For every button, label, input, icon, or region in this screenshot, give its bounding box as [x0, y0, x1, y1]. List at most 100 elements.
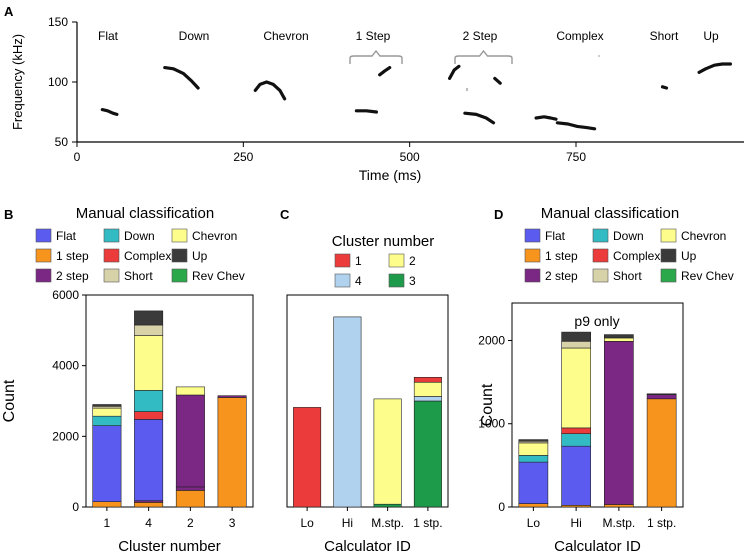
b-bar-2-1-step: [175, 490, 205, 508]
d-bar-lo-up: [518, 439, 549, 442]
a-call-2-step: [493, 76, 502, 85]
legend-c-entry-1: 1: [355, 254, 362, 268]
c-plot-frame: [286, 294, 449, 508]
a-call-chevron: [253, 80, 287, 101]
a-bracket: [454, 49, 513, 64]
legend-d-swatch-rev-chev: [660, 268, 677, 283]
b-bar-3-1-step: [217, 397, 247, 508]
a-call-label-chevron: Chevron: [263, 29, 308, 43]
panel-letter-a: A: [4, 4, 14, 19]
b-bar-4-complex: [134, 411, 164, 420]
panel-letter-c: C: [280, 207, 290, 222]
legend-b-entry-up: Up: [192, 249, 208, 263]
b-bar-1-1-step: [92, 501, 122, 508]
a-call-up: [697, 62, 732, 74]
legend-b-entry-2-step: 2 step: [56, 269, 89, 283]
legend-b-swatch-rev-chev: [171, 268, 188, 283]
legend-c-entry-2: 2: [409, 254, 416, 268]
b-bar-4-short: [134, 324, 164, 336]
d-annotation: p9 only: [574, 313, 619, 329]
a-call-complex: [534, 115, 558, 121]
b-y-tick-label: 2000: [52, 429, 79, 443]
legend-title-b: Manual classification: [76, 205, 214, 222]
c-bar-m-stp-3: [373, 503, 402, 508]
a-call-down: [163, 66, 200, 90]
legend-d-swatch-2-step: [524, 268, 541, 283]
a-call-flat: [100, 108, 119, 116]
a-call-label-flat: Flat: [98, 29, 119, 43]
a-call-2-step: [448, 64, 461, 80]
b-bar-4-flat: [134, 419, 164, 501]
a-call-2-step: [463, 111, 496, 125]
legend-d-swatch-chevron: [660, 228, 677, 243]
d-bar-m-stp-up: [603, 334, 634, 339]
a-y-tick-label: 50: [55, 135, 69, 149]
c-bar-1-stp-1: [413, 376, 442, 383]
b-y-tick-label: 6000: [52, 288, 79, 302]
legend-c-swatch-3: [388, 273, 405, 288]
b-bar-1-flat: [92, 425, 122, 503]
b-bar-4-down: [134, 390, 164, 412]
panel-letter-b: B: [4, 207, 13, 222]
b-x-tick-label: 3: [229, 516, 236, 530]
d-bar-m-stp-chevron: [603, 337, 634, 342]
a-x-tick-label: 500: [400, 150, 420, 164]
legend-b-entry-short: Short: [124, 269, 153, 283]
b-y-axis-label: Count: [1, 379, 18, 422]
d-y-tick-label: 0: [498, 500, 505, 514]
d-bar-hi-up: [561, 331, 591, 342]
legend-d-entry-1-step: 1 step: [545, 249, 578, 263]
b-x-axis-label: Cluster number: [118, 538, 221, 555]
panel-letter-d: D: [494, 207, 503, 222]
c-x-tick-label: 1 stp.: [413, 516, 442, 530]
c-bar-hi-4: [333, 316, 362, 508]
a-call-label-2-step: 2 Step: [463, 29, 498, 43]
a-call-label-down: Down: [179, 29, 210, 43]
d-bar-lo-chevron: [518, 442, 549, 456]
d-x-axis-label: Calculator ID: [554, 538, 641, 555]
d-bar-hi-down: [561, 433, 591, 447]
a-x-tick-label: 750: [566, 150, 586, 164]
legend-d-swatch-complex: [592, 248, 609, 263]
b-bar-1-down: [92, 415, 122, 427]
a-call-1-step: [378, 66, 392, 77]
b-y-tick-label: 4000: [52, 359, 79, 373]
a-y-tick-label: 100: [48, 75, 68, 89]
legend-b-entry-complex: Complex: [124, 249, 171, 263]
d-x-tick-label: Lo: [527, 516, 541, 530]
d-plot-frame: [511, 302, 684, 508]
legend-d-swatch-flat: [524, 228, 541, 243]
a-call-short: [660, 85, 669, 90]
b-bar-1-up: [92, 404, 122, 407]
d-bar-lo-flat: [518, 461, 549, 504]
a-call-label-up: Up: [703, 29, 719, 43]
c-bar-m-stp-2: [373, 398, 402, 505]
a-y-tick-label: 150: [48, 15, 68, 29]
c-x-tick-label: Lo: [300, 516, 314, 530]
legend-d-swatch-up: [660, 248, 677, 263]
b-x-tick-label: 2: [187, 516, 194, 530]
legend-b-swatch-chevron: [171, 228, 188, 243]
legend-b-swatch-up: [171, 248, 188, 263]
d-bar-hi-flat: [561, 445, 591, 506]
d-x-tick-label: 1 stp.: [647, 516, 676, 530]
b-x-tick-label: 1: [104, 516, 111, 530]
legend-c-swatch-2: [388, 253, 405, 268]
a-call-label-1-step: 1 Step: [356, 29, 391, 43]
legend-d-entry-2-step: 2 step: [545, 269, 578, 283]
c-bar-1-stp-4: [413, 396, 442, 402]
legend-b-swatch-flat: [35, 228, 52, 243]
legend-b-entry-flat: Flat: [56, 229, 77, 243]
a-call-label-short: Short: [650, 29, 679, 43]
legend-d-swatch-1-step: [524, 248, 541, 263]
d-bar-lo-1-step: [518, 503, 549, 508]
a-bracket: [349, 49, 403, 64]
a-call-label-complex: Complex: [556, 29, 603, 43]
legend-c-entry-3: 3: [409, 274, 416, 288]
legend-b-swatch-short: [103, 268, 120, 283]
a-x-tick-label: 250: [233, 150, 253, 164]
d-y-axis-label: Count: [479, 383, 496, 426]
d-y-tick-label: 1000: [478, 417, 505, 431]
legend-c-swatch-4: [334, 273, 351, 288]
